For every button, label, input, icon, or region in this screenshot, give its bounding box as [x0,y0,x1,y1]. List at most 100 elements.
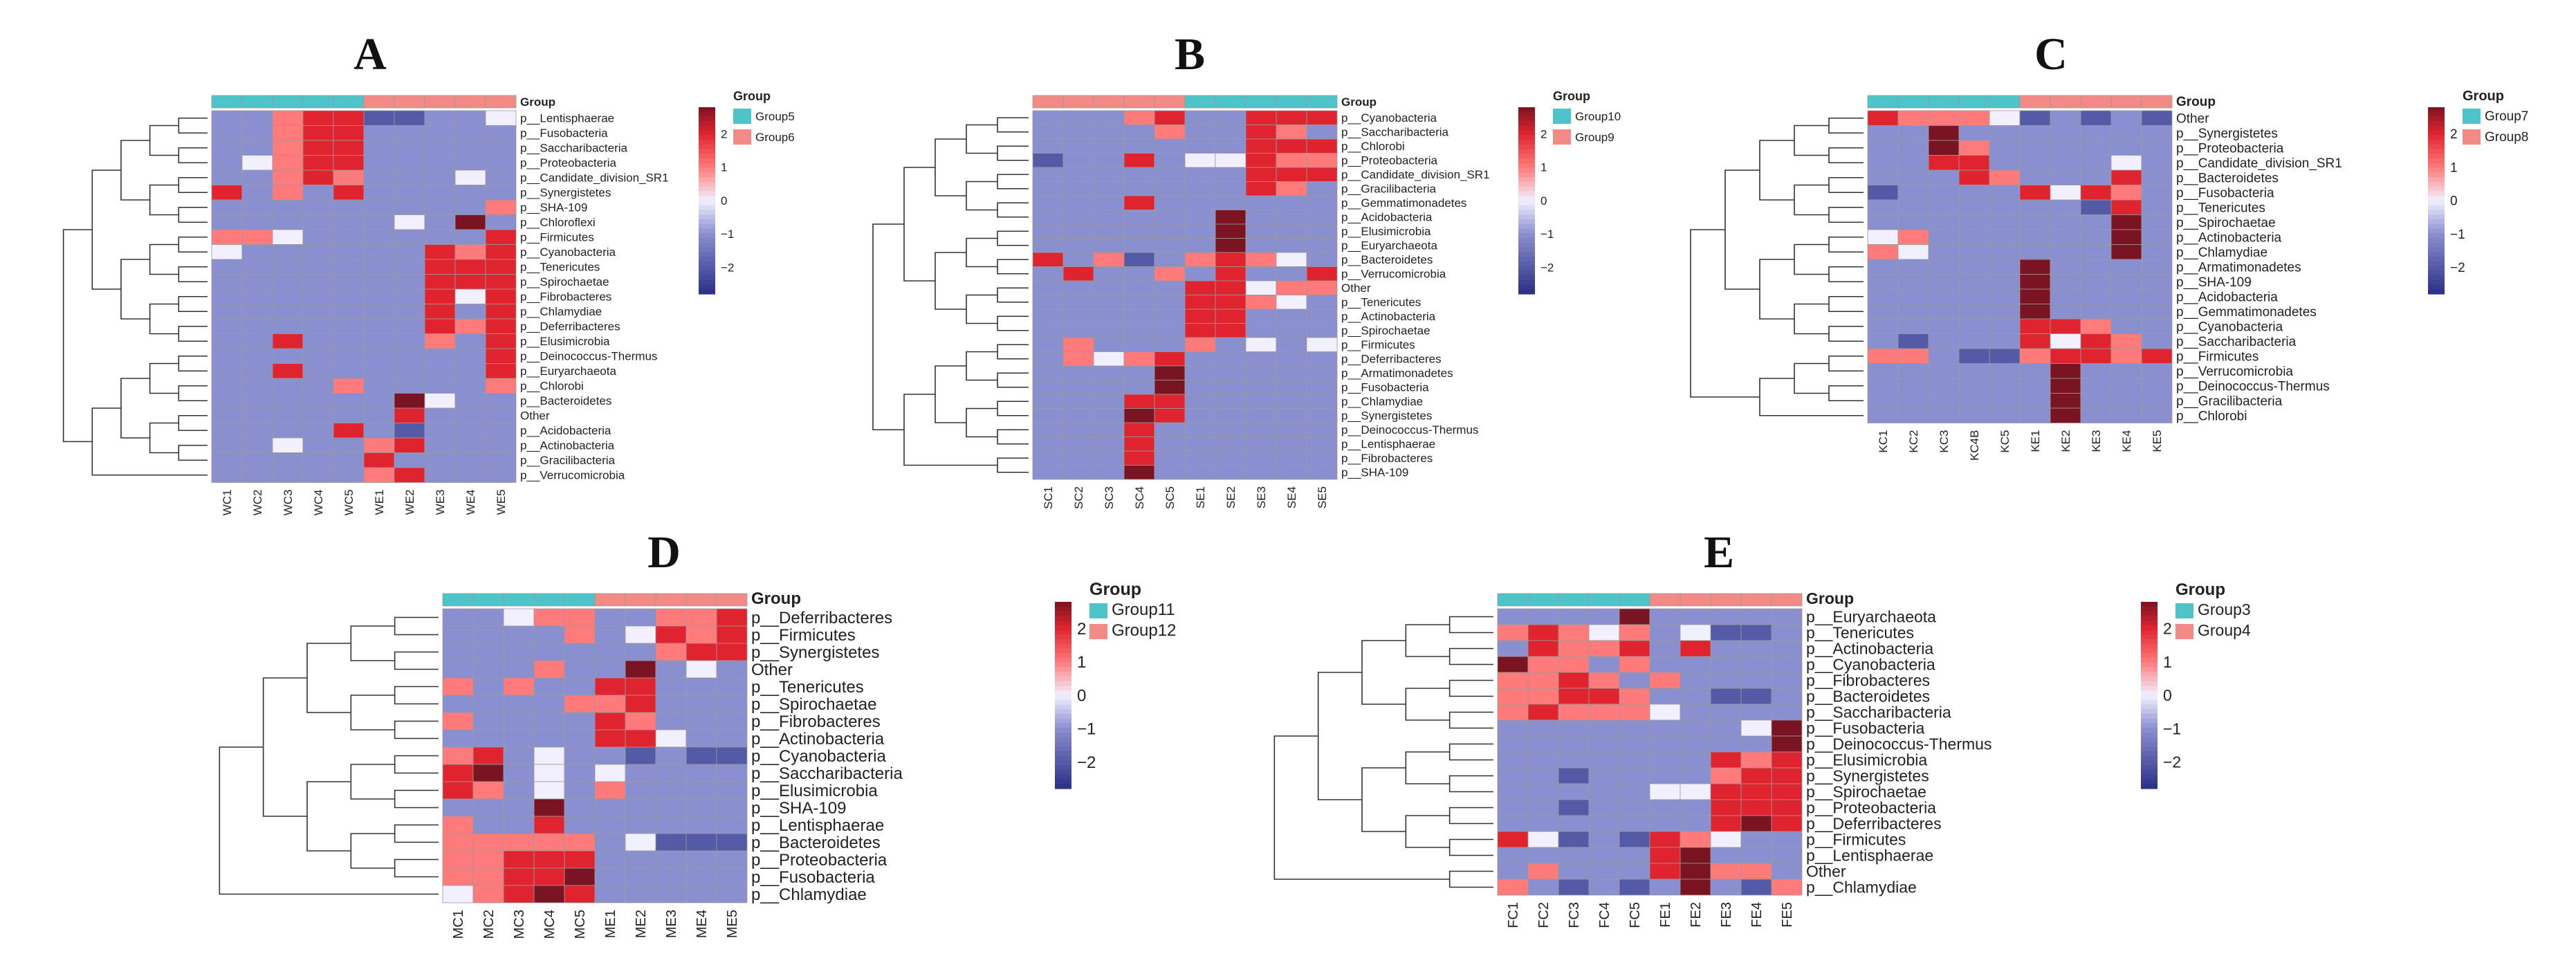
heatmap-cell [1497,815,1529,832]
heatmap-cell [1897,288,1929,304]
color-scale-step [2428,140,2445,145]
heatmap-cell [302,363,334,379]
heatmap-cell [1123,195,1155,210]
heatmap-cell [442,816,474,834]
heatmap-cell [1771,608,1803,625]
group-annotation-cell [363,95,395,109]
heatmap-cell [1154,351,1186,367]
heatmap-cell [211,229,243,245]
heatmap-cell [302,185,334,201]
heatmap-cell [1184,323,1216,338]
heatmap-cell [1154,422,1186,437]
heatmap-cell [1619,688,1650,705]
color-scale-step [699,238,715,244]
heatmap-cell [394,259,425,275]
heatmap-cell [2019,288,2051,304]
heatmap-cell [1989,140,2021,156]
heatmap-cell [1588,847,1620,864]
color-scale-step [2428,228,2445,234]
dendrogram-branch [120,259,150,320]
row-label: p__Euryarchaeota [1806,608,1936,626]
heatmap-cell [686,764,717,782]
heatmap-cell [1032,408,1064,423]
column-label: SC5 [1163,486,1177,509]
row-label: p__Saccharibacteria [1341,126,1449,139]
heatmap-cell [1215,337,1246,352]
heatmap-cell [2110,110,2142,126]
heatmap-cell [1558,624,1590,641]
heatmap-cell [1588,624,1620,641]
row-label: p__Spirochaetae [1806,783,1926,801]
color-scale-step [2428,233,2445,239]
dendrogram-branch [997,202,1029,218]
heatmap-cell [1958,229,1990,245]
column-label: MC1 [451,910,466,939]
color-scale-step [1055,718,1071,724]
heatmap-cell [1619,704,1650,721]
heatmap-cell [302,304,334,320]
color-scale-step [1518,116,1535,122]
heatmap-cell [1276,437,1307,452]
heatmap-cell [1958,155,1990,171]
heatmap-cell [394,229,425,245]
dendrogram-branch [1828,176,1864,194]
heatmap-cell [1093,323,1125,338]
legend-swatch [2175,603,2193,618]
heatmap-cell [1958,169,1990,185]
color-scale-tick: 1 [721,161,727,174]
heatmap-cell [2080,155,2112,171]
dendrogram-branch [997,287,1029,303]
heatmap-cell [442,660,474,679]
heatmap-cell [1276,309,1307,324]
row-label: p__Chlamydiae [1806,879,1917,897]
row-label: p__Saccharibacteria [520,142,628,155]
column-label: KC4B [1968,430,1981,461]
heatmap-cell [472,764,504,782]
heatmap-cell [1093,110,1125,125]
heatmap-cell [1123,309,1155,324]
heatmap-cell [1867,378,1899,394]
legend-swatch [1089,603,1107,618]
heatmap-cell [472,712,504,730]
heatmap-cell [424,140,456,156]
heatmap-cell [424,259,456,275]
heatmap-cell [1928,110,1960,126]
heatmap-cell [1276,422,1307,437]
column-label: WC1 [221,490,234,516]
heatmap-cell [1306,167,1338,182]
row-label: p__Synergistetes [1341,410,1432,423]
heatmap-cell [1032,110,1064,125]
legend-title: Group [733,89,771,103]
heatmap-cell [442,729,474,748]
column-label: MC5 [573,910,588,939]
color-scale-step [699,242,715,248]
row-label: p__Proteobacteria [1806,799,1936,817]
heatmap-cell [1680,608,1711,625]
heatmap-cell [1928,407,1960,423]
heatmap-cell [1093,280,1125,295]
heatmap-cell [241,169,273,185]
heatmap-cell [1710,608,1742,625]
row-label: p__Deinococcus-Thermus [520,350,657,363]
heatmap-cell [1184,422,1216,437]
heatmap-cell [655,746,687,765]
row-label: p__Bacteroidetes [520,394,611,407]
heatmap-cell [1032,238,1064,253]
heatmap-cell [1215,266,1246,282]
heatmap-cell [625,781,656,800]
heatmap-cell [2141,304,2173,320]
heatmap-cell [1649,735,1681,753]
heatmap-cell [424,110,456,126]
heatmap-cell [1306,394,1338,409]
color-scale-step [2141,690,2158,696]
heatmap-cell [2050,259,2081,275]
dendrogram-branch [966,181,997,211]
color-scale-step [2428,107,2445,113]
row-label: p__Chlorobi [2176,409,2247,423]
legend-group-label: Group11 [1112,600,1175,619]
heatmap-cell [1276,125,1307,140]
legend-swatch [733,109,751,124]
heatmap-cell [272,229,304,245]
heatmap-cell [1093,266,1125,282]
row-label: p__Tenericutes [751,678,864,697]
